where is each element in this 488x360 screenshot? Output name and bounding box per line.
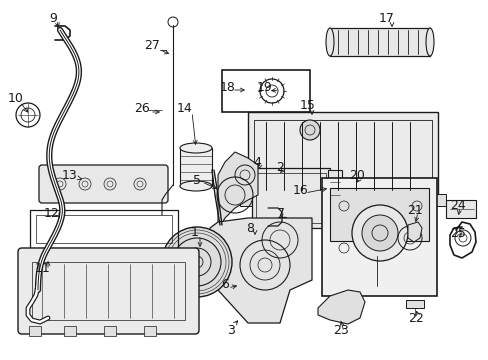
Ellipse shape [425,28,433,56]
Bar [253,120,431,192]
Bar [36,215,172,243]
Text: 24: 24 [449,198,465,212]
Text: 7: 7 [276,207,285,220]
Text: 17: 17 [378,12,394,24]
Text: 13: 13 [62,168,78,181]
Text: 23: 23 [332,324,348,337]
Ellipse shape [325,28,333,56]
Text: 3: 3 [226,324,234,337]
Text: 20: 20 [348,168,364,181]
Text: 5: 5 [193,174,201,186]
Text: 16: 16 [292,184,308,197]
Bar [256,173,325,223]
Text: 10: 10 [8,91,24,104]
Circle shape [299,120,319,140]
Text: 9: 9 [49,12,57,24]
Text: 8: 8 [245,221,253,234]
Bar [327,170,341,225]
Text: 4: 4 [253,156,261,168]
Bar [445,200,475,218]
Bar [29,326,41,336]
Text: 18: 18 [220,81,235,94]
Text: 22: 22 [407,311,423,324]
Text: 19: 19 [257,81,272,94]
Text: 6: 6 [221,279,228,292]
Text: 2: 2 [276,161,284,174]
Circle shape [351,205,407,261]
Text: 25: 25 [449,226,465,239]
Polygon shape [209,218,311,323]
Text: 15: 15 [300,99,315,112]
Polygon shape [218,152,258,230]
Bar [222,70,309,112]
Polygon shape [407,222,421,242]
FancyBboxPatch shape [18,248,199,334]
Bar [247,112,437,200]
Bar [329,28,429,56]
Circle shape [162,227,231,297]
Text: 12: 12 [44,207,60,220]
Ellipse shape [180,143,212,153]
Bar [240,194,445,206]
Text: 27: 27 [144,39,160,51]
Circle shape [361,215,397,251]
Bar [251,168,329,228]
Bar [180,148,212,186]
Bar [64,326,76,336]
Bar [104,326,116,336]
Ellipse shape [180,181,212,191]
Polygon shape [317,290,364,324]
FancyBboxPatch shape [39,165,168,203]
Bar [30,210,178,248]
Bar [329,188,428,241]
Bar [321,178,436,296]
Bar [32,262,184,320]
Text: 11: 11 [35,261,51,274]
Text: 26: 26 [134,102,149,114]
Bar [143,326,156,336]
Text: 21: 21 [407,203,422,216]
Text: 14: 14 [177,102,192,114]
Text: 1: 1 [191,225,199,239]
Bar [405,300,423,308]
